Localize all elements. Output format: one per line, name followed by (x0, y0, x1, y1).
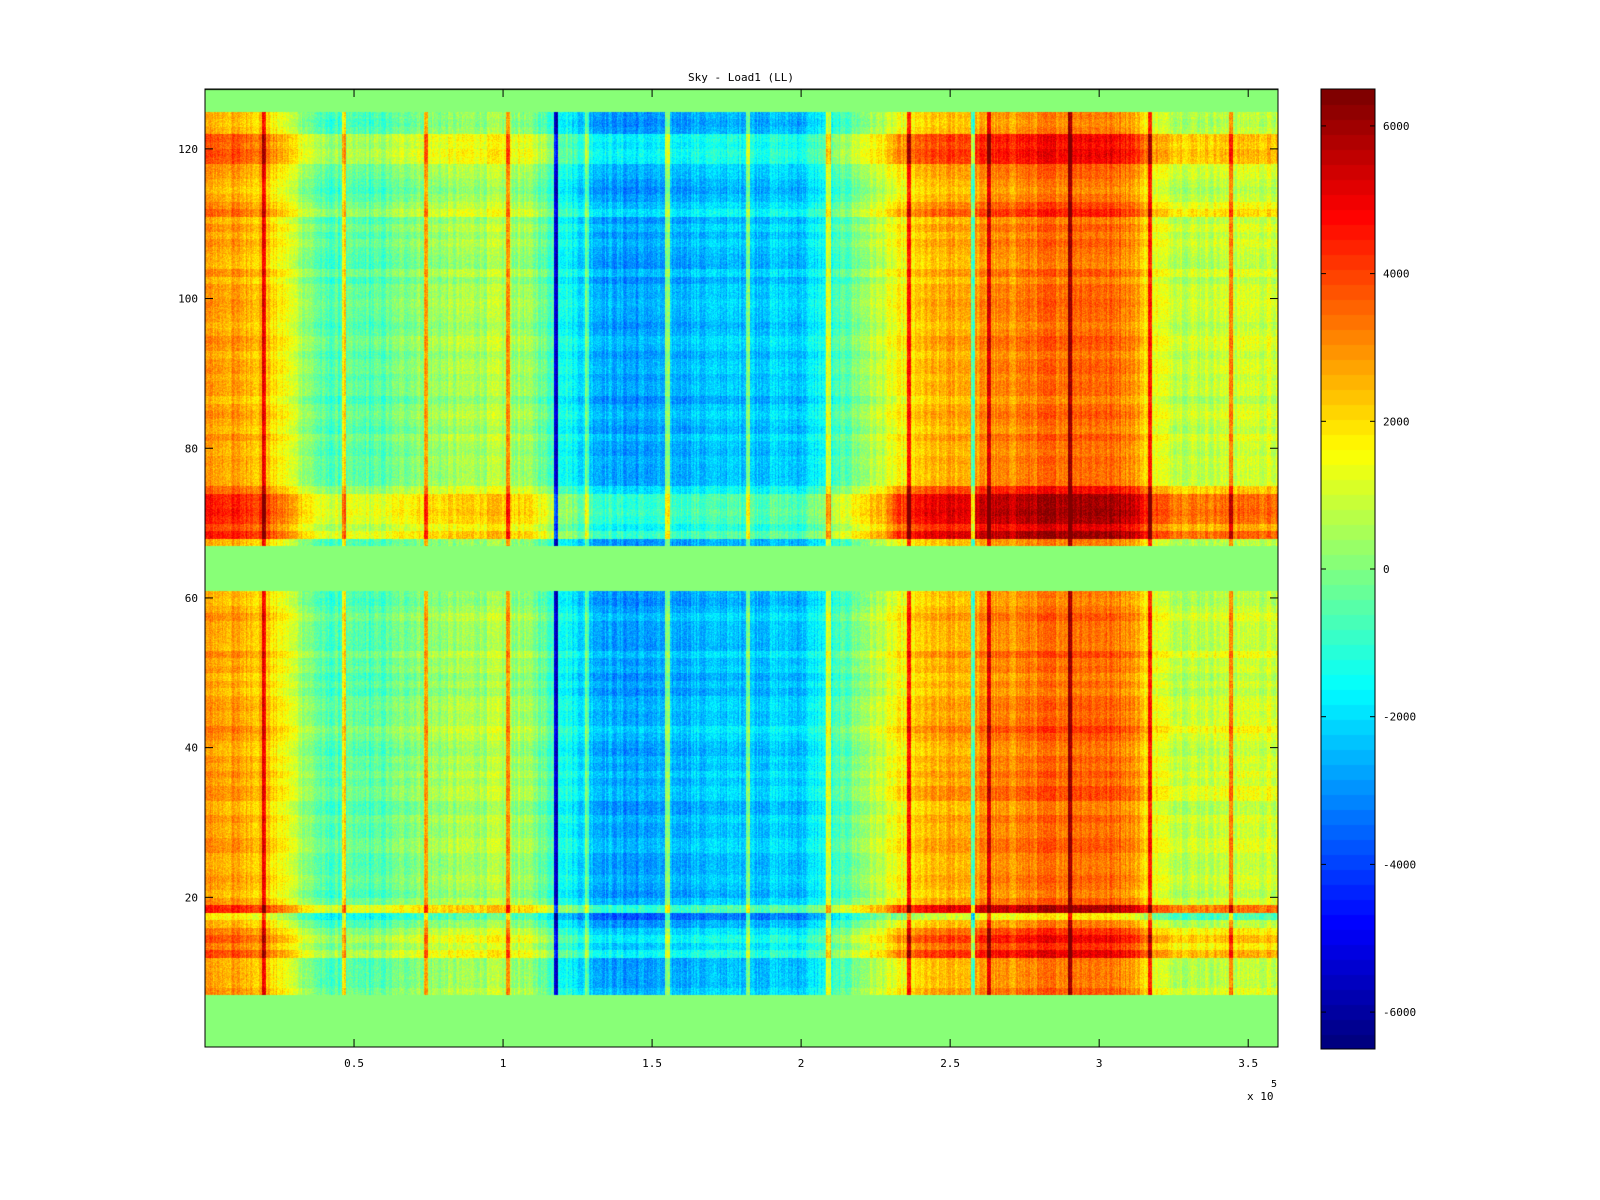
x-exponent: x 10 5 (1247, 1079, 1277, 1103)
colorbar-canvas (1321, 89, 1375, 1049)
colorbar-tick-label: 2000 (1383, 415, 1410, 428)
colorbar-tick-label: -6000 (1383, 1006, 1416, 1019)
x-tick-label: 1 (500, 1057, 507, 1070)
y-tick-label: 100 (178, 293, 198, 306)
y-tick-label: 60 (185, 592, 198, 605)
colorbar-tick-label: -4000 (1383, 858, 1416, 871)
chart-title: Sky - Load1 (LL) (688, 71, 794, 84)
plot-frame (204, 88, 1279, 1048)
x-exponent-power: 5 (1271, 1079, 1277, 1090)
x-tick-label: 1.5 (642, 1057, 662, 1070)
y-tick-label: 20 (185, 891, 198, 904)
plot-area (204, 88, 1279, 1048)
heatmap-canvas (205, 89, 1278, 1047)
y-tick-label: 40 (185, 742, 198, 755)
x-tick-label: 3 (1096, 1057, 1103, 1070)
x-tick-label: 3.5 (1238, 1057, 1258, 1070)
x-tick-label: 0.5 (344, 1057, 364, 1070)
colorbar-ticks: -6000 -4000 -2000 0 2000 4000 6000 (1321, 120, 1416, 1019)
x-axis: 0.5 1 1.5 2 2.5 3 3.5 (344, 89, 1258, 1070)
colorbar-tick-label: 4000 (1383, 268, 1410, 281)
x-tick-label: 2 (798, 1057, 805, 1070)
colorbar-tick-label: -2000 (1383, 711, 1416, 724)
colorbar-tick-label: 6000 (1383, 120, 1410, 133)
y-axis: 20 40 60 80 100 120 (178, 143, 1278, 904)
x-tick-label: 2.5 (940, 1057, 960, 1070)
y-tick-label: 120 (178, 143, 198, 156)
y-tick-label: 80 (185, 442, 198, 455)
x-exponent-base: x 10 (1247, 1090, 1274, 1103)
colorbar: -6000 -4000 -2000 0 2000 4000 6000 (1320, 88, 1416, 1050)
colorbar-tick-label: 0 (1383, 563, 1390, 576)
